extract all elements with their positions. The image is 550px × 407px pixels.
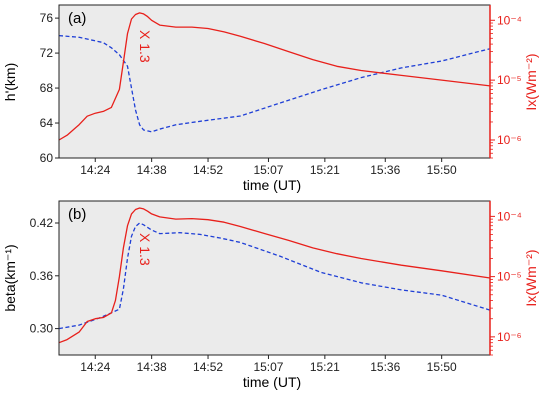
x-tick-label: 15:07 (253, 163, 283, 177)
panel-a: 14:24 14:38 14:52 15:07 15:21 15:36 15:50 60 64… (2, 4, 539, 193)
series-group-b (58, 207, 491, 344)
y-tick-label: 72 (40, 46, 54, 60)
y2-tick-label: 10⁻⁴ (497, 209, 522, 223)
plot-area-a (59, 5, 490, 158)
x-tick-label: 15:36 (370, 360, 400, 374)
x-tick-label: 14:24 (80, 360, 110, 374)
series-group-a (58, 12, 491, 141)
panel-b: 14:24 14:38 14:52 15:07 15:21 15:36 15:50 0.30… (2, 200, 539, 390)
y2-axis-b: 10⁻⁶ 10⁻⁵ 10⁻⁴ (489, 201, 522, 356)
y-axis-a: 60 64 68 72 76 (40, 11, 59, 165)
x-tick-label: 15:36 (370, 163, 400, 177)
panel-label-b: (b) (68, 206, 86, 223)
y-axis-title-a: h'(km) (2, 63, 18, 101)
x-tick-label: 15:50 (427, 360, 457, 374)
x-axis-a: 14:24 14:38 14:52 15:07 15:21 15:36 15:50 (80, 158, 457, 177)
y-tick-label: 64 (40, 116, 54, 130)
left-axis-series-line (58, 34, 491, 133)
y2-tick-label: 10⁻⁶ (497, 133, 522, 147)
y-tick-label: 0.36 (30, 269, 54, 283)
y2-tick-label: 10⁻⁵ (497, 73, 522, 87)
y-tick-label: 60 (40, 151, 54, 165)
y-tick-label: 76 (40, 11, 54, 25)
x-tick-label: 14:52 (193, 163, 223, 177)
flare-annotation-b: X 1.3 (137, 233, 153, 266)
x-tick-label: 14:38 (137, 360, 167, 374)
y2-axis-title-b: Ix(Wm⁻²) (523, 249, 539, 306)
x-tick-label: 15:50 (427, 163, 457, 177)
y-axis-title-b: beta(km⁻¹) (2, 244, 18, 311)
panel-label-a: (a) (68, 10, 86, 27)
y2-tick-label: 10⁻⁵ (497, 270, 522, 284)
y-tick-label: 0.42 (30, 216, 54, 230)
plot-area-b (59, 201, 490, 355)
xray-flux-series-line (58, 12, 491, 141)
y2-tick-label: 10⁻⁶ (497, 330, 522, 344)
y2-tick-label: 10⁻⁴ (497, 13, 522, 27)
x-tick-label: 15:21 (310, 360, 340, 374)
xray-flux-series-line (58, 207, 491, 344)
x-tick-label: 15:21 (310, 163, 340, 177)
x-axis-title-a: time (UT) (243, 177, 301, 193)
y-tick-label: 0.30 (30, 322, 54, 336)
x-axis-title-b: time (UT) (243, 374, 301, 390)
x-tick-label: 14:38 (137, 163, 167, 177)
x-tick-label: 14:52 (193, 360, 223, 374)
x-tick-label: 15:07 (253, 360, 283, 374)
left-axis-series-line (58, 222, 491, 330)
x-axis-b: 14:24 14:38 14:52 15:07 15:21 15:36 15:50 (80, 355, 457, 374)
flare-annotation-a: X 1.3 (137, 30, 153, 63)
y-axis-b: 0.30 0.36 0.42 (30, 216, 59, 336)
y2-axis-title-a: Ix(Wm⁻²) (523, 53, 539, 110)
y2-axis-a: 10⁻⁶ 10⁻⁵ 10⁻⁴ (489, 5, 522, 159)
x-tick-label: 14:24 (80, 163, 110, 177)
y-tick-label: 68 (40, 81, 54, 95)
